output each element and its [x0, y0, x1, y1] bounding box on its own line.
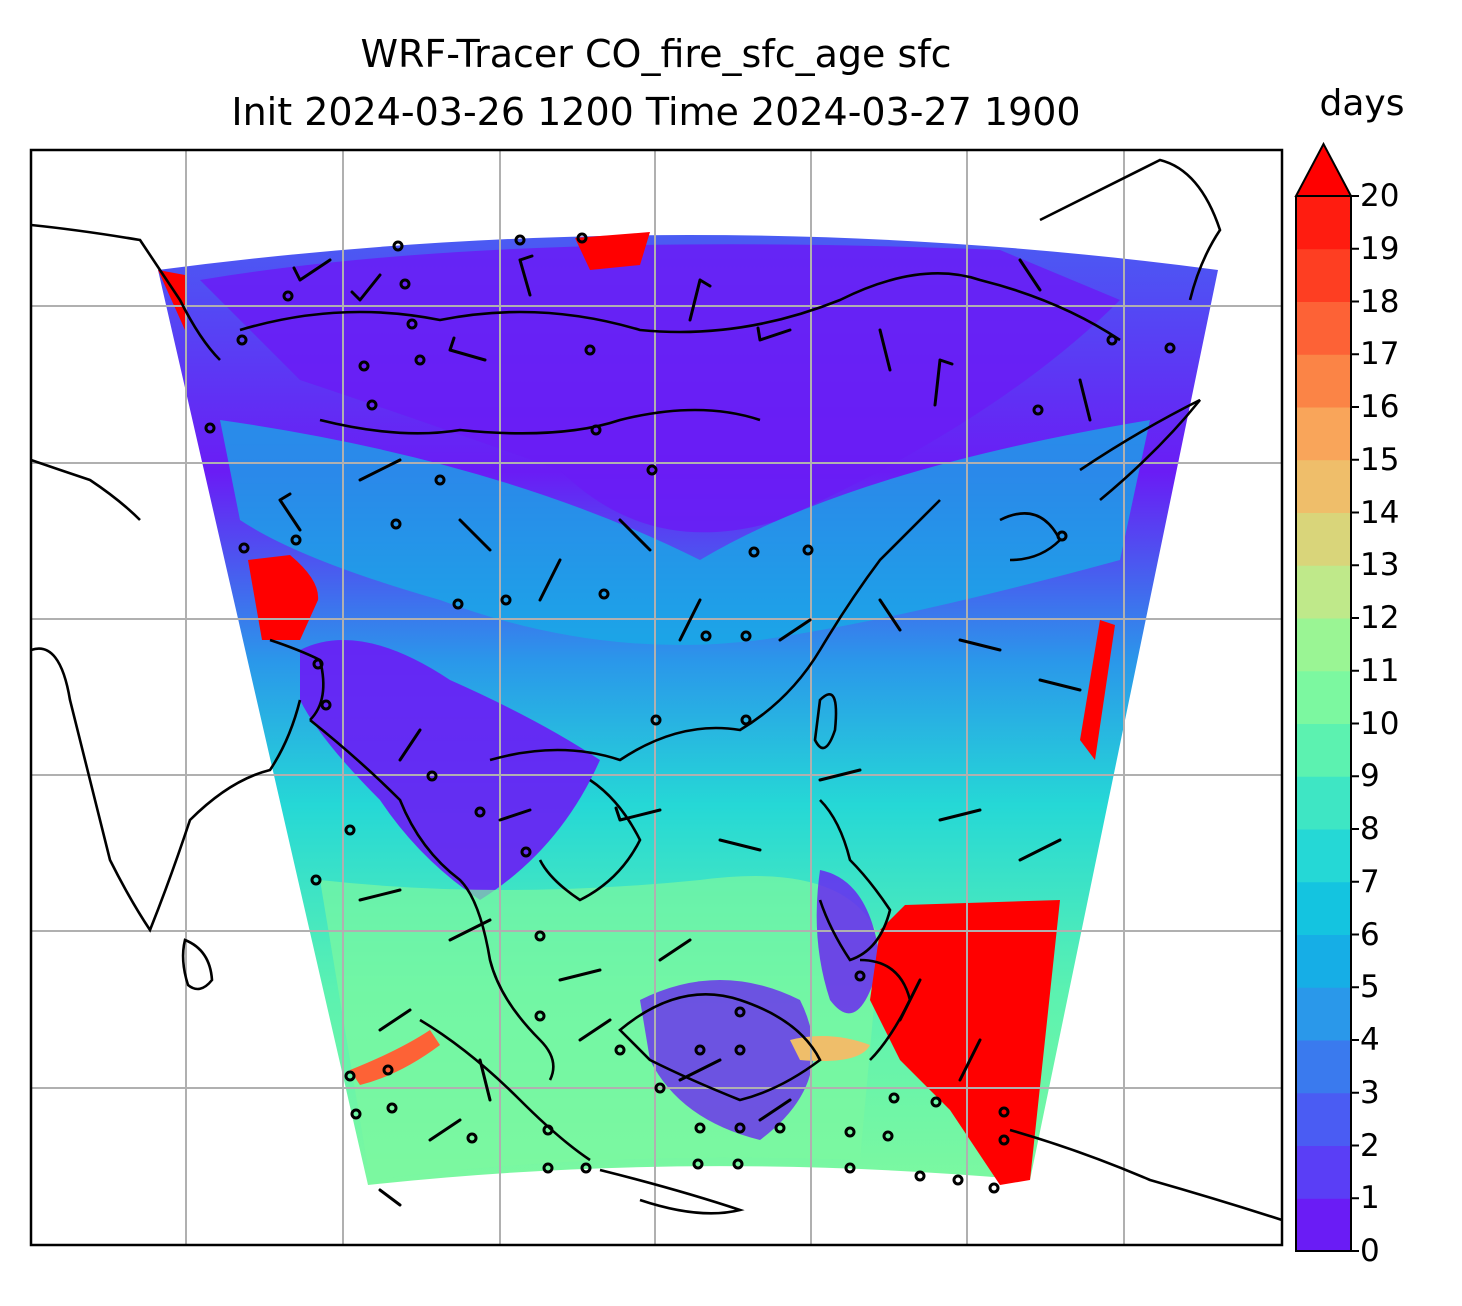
coast-taiwan: [813, 693, 838, 750]
colorbar-tick-label: 13: [1360, 547, 1400, 584]
colorbar-tick-label: 7: [1360, 863, 1380, 900]
field-blob-purple-indochina: [300, 640, 600, 900]
colorbar-segment: [1296, 723, 1351, 777]
colorbar-tick-label: 6: [1360, 916, 1380, 953]
border-inner: [319, 408, 761, 435]
colorbar-tick-label: 4: [1360, 1022, 1380, 1058]
colorbar-tick-label: 9: [1360, 758, 1380, 795]
coast-india: [31, 647, 302, 933]
coast-sumatra: [419, 1018, 591, 1162]
colorbar-segment: [1296, 829, 1351, 883]
colorbar-tick-label: 5: [1360, 969, 1380, 1006]
field-orange-sumatra: [350, 1030, 440, 1085]
colorbar: [1294, 141, 1359, 1252]
colorbar-tick-label: 15: [1360, 441, 1400, 478]
field-red-east-edge: [1080, 620, 1115, 760]
colorbar-tick-label: 2: [1360, 1127, 1380, 1164]
coast-philippines: [818, 799, 892, 962]
colorbar-segment: [1296, 776, 1351, 830]
coast-bay-of-bengal-west: [31, 458, 141, 521]
coast-indochina: [309, 718, 555, 1081]
colorbar-segment: [1296, 881, 1351, 935]
plot-title-line2: Init 2024-03-26 1200 Time 2024-03-27 190…: [231, 90, 1081, 134]
colorbar-extend-arrow: [1294, 141, 1353, 197]
field-red-west-edge: [158, 270, 185, 330]
colorbar-segment: [1296, 934, 1351, 988]
colorbar-segment: [1296, 565, 1351, 619]
coast-java: [599, 1168, 745, 1215]
colorbar-tick-label: 18: [1360, 283, 1400, 320]
colorbar-tick-label: 3: [1360, 1074, 1380, 1111]
colorbar-segment: [1296, 407, 1351, 461]
gridlines: [31, 150, 1282, 1245]
colorbar-segment: [1296, 670, 1351, 724]
map-border: [29, 148, 1284, 1247]
colorbar-segment: [1296, 1198, 1351, 1252]
field-red-pacific: [870, 900, 1060, 1185]
field-blob-blue: [220, 420, 1150, 645]
colorbar-tick-label: 17: [1360, 336, 1400, 373]
coast-japan: [1079, 398, 1202, 501]
colorbar-tick-label: 10: [1360, 705, 1400, 742]
colorbar-tick-label: 20: [1360, 178, 1400, 214]
colorbar-tick-label: 11: [1360, 652, 1400, 689]
colorbar-tick-label: 1: [1360, 1180, 1380, 1217]
colorbar-unit-label: days: [1319, 83, 1405, 124]
colorbar-segment: [1296, 459, 1351, 513]
colorbar-segment: [1296, 1092, 1351, 1146]
coast-gulf-tonkin: [538, 778, 642, 902]
colorbar-tick-label: 16: [1360, 389, 1400, 425]
colorbar-tick-label: 14: [1360, 494, 1400, 531]
plot-title-line1: WRF-Tracer CO_fire_sfc_age sfc: [360, 32, 952, 76]
coast-new-guinea: [1009, 1128, 1282, 1222]
colorbar-tick-label: 0: [1360, 1233, 1380, 1269]
coast-india-north: [31, 223, 221, 361]
colorbar-segment: [1296, 301, 1351, 355]
colorbar-segment: [1296, 196, 1351, 250]
border-china: [239, 272, 1121, 342]
colorbar-segment: [1296, 1040, 1351, 1094]
coast-russia-east: [1039, 158, 1222, 301]
colorbar-segment: [1296, 1145, 1351, 1199]
colorbar-segment: [1296, 248, 1351, 302]
tracer-field: [158, 232, 1218, 1185]
colorbar-tick-label: 12: [1360, 600, 1400, 636]
coast-china-south: [489, 499, 941, 762]
coast-borneo: [618, 993, 822, 1102]
colorbar-segment: [1296, 618, 1351, 672]
colorbar-segment: [1296, 354, 1351, 408]
colorbar-segment: [1296, 987, 1351, 1041]
field-blob-purple-north: [200, 244, 1120, 533]
colorbar-tick-label: 8: [1360, 811, 1380, 847]
field-blob-purple-borneo: [640, 980, 814, 1140]
coast-sri-lanka: [181, 938, 214, 991]
field-red-north: [575, 232, 650, 270]
wind-barbs: [278, 254, 1092, 1207]
colorbar-tick-label: 19: [1360, 230, 1400, 267]
calm-markers: [204, 232, 1176, 1194]
colorbar-segment: [1296, 512, 1351, 566]
